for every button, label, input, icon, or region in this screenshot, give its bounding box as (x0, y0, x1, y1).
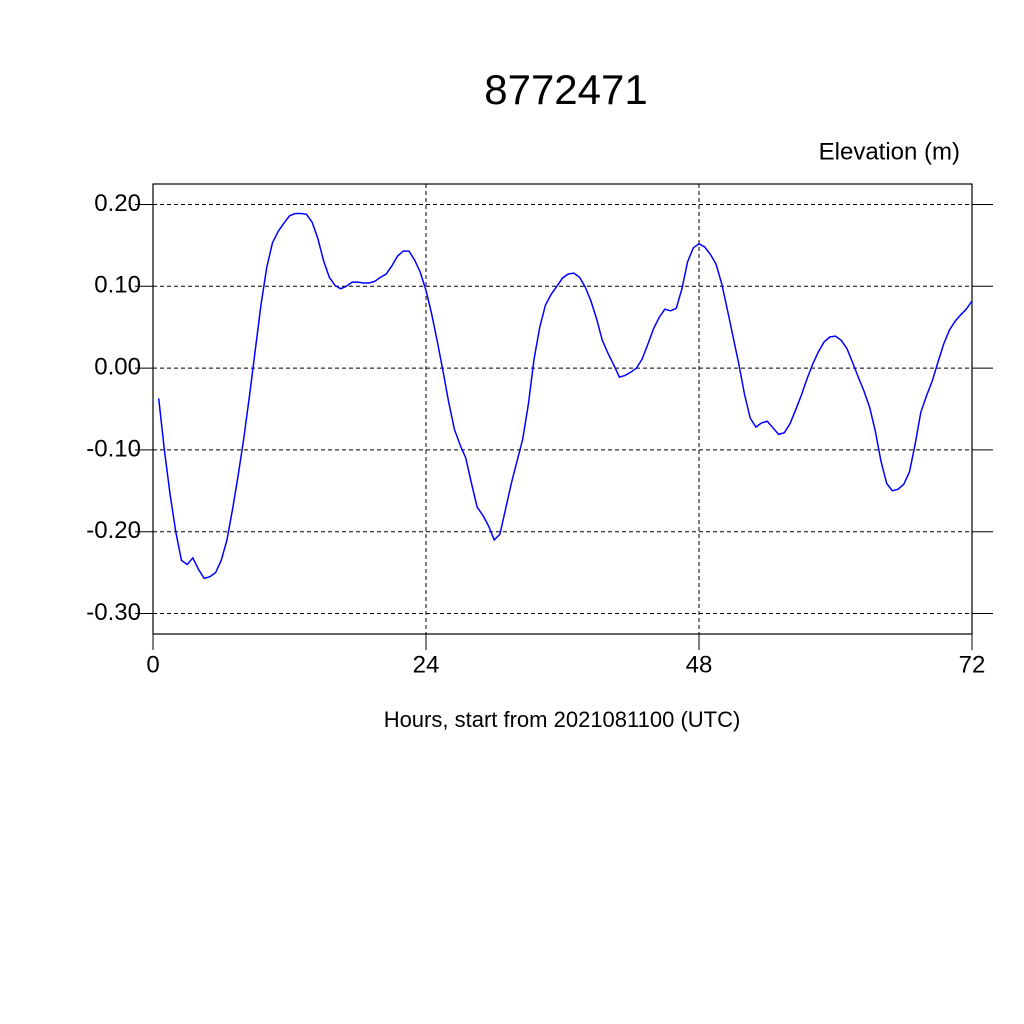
y-tick-label: 0.10 (94, 272, 141, 299)
y-tick-label: 0.00 (94, 353, 141, 380)
y-axis-label: Elevation (m) (819, 138, 960, 165)
chart-title: 8772471 (484, 66, 648, 113)
y-tick-label: 0.20 (94, 190, 141, 217)
x-tick-label: 72 (959, 651, 986, 678)
x-tick-label: 0 (146, 651, 159, 678)
plot-frame (152, 183, 973, 635)
x-tick-label: 24 (413, 651, 440, 678)
x-axis-label: Hours, start from 2021081100 (UTC) (384, 707, 741, 732)
line-series (157, 212, 973, 580)
y-tick-label: -0.30 (86, 599, 141, 626)
x-tick-label: 48 (686, 651, 713, 678)
y-tick-label: -0.20 (86, 517, 141, 544)
y-tick-label: -0.10 (86, 435, 141, 462)
